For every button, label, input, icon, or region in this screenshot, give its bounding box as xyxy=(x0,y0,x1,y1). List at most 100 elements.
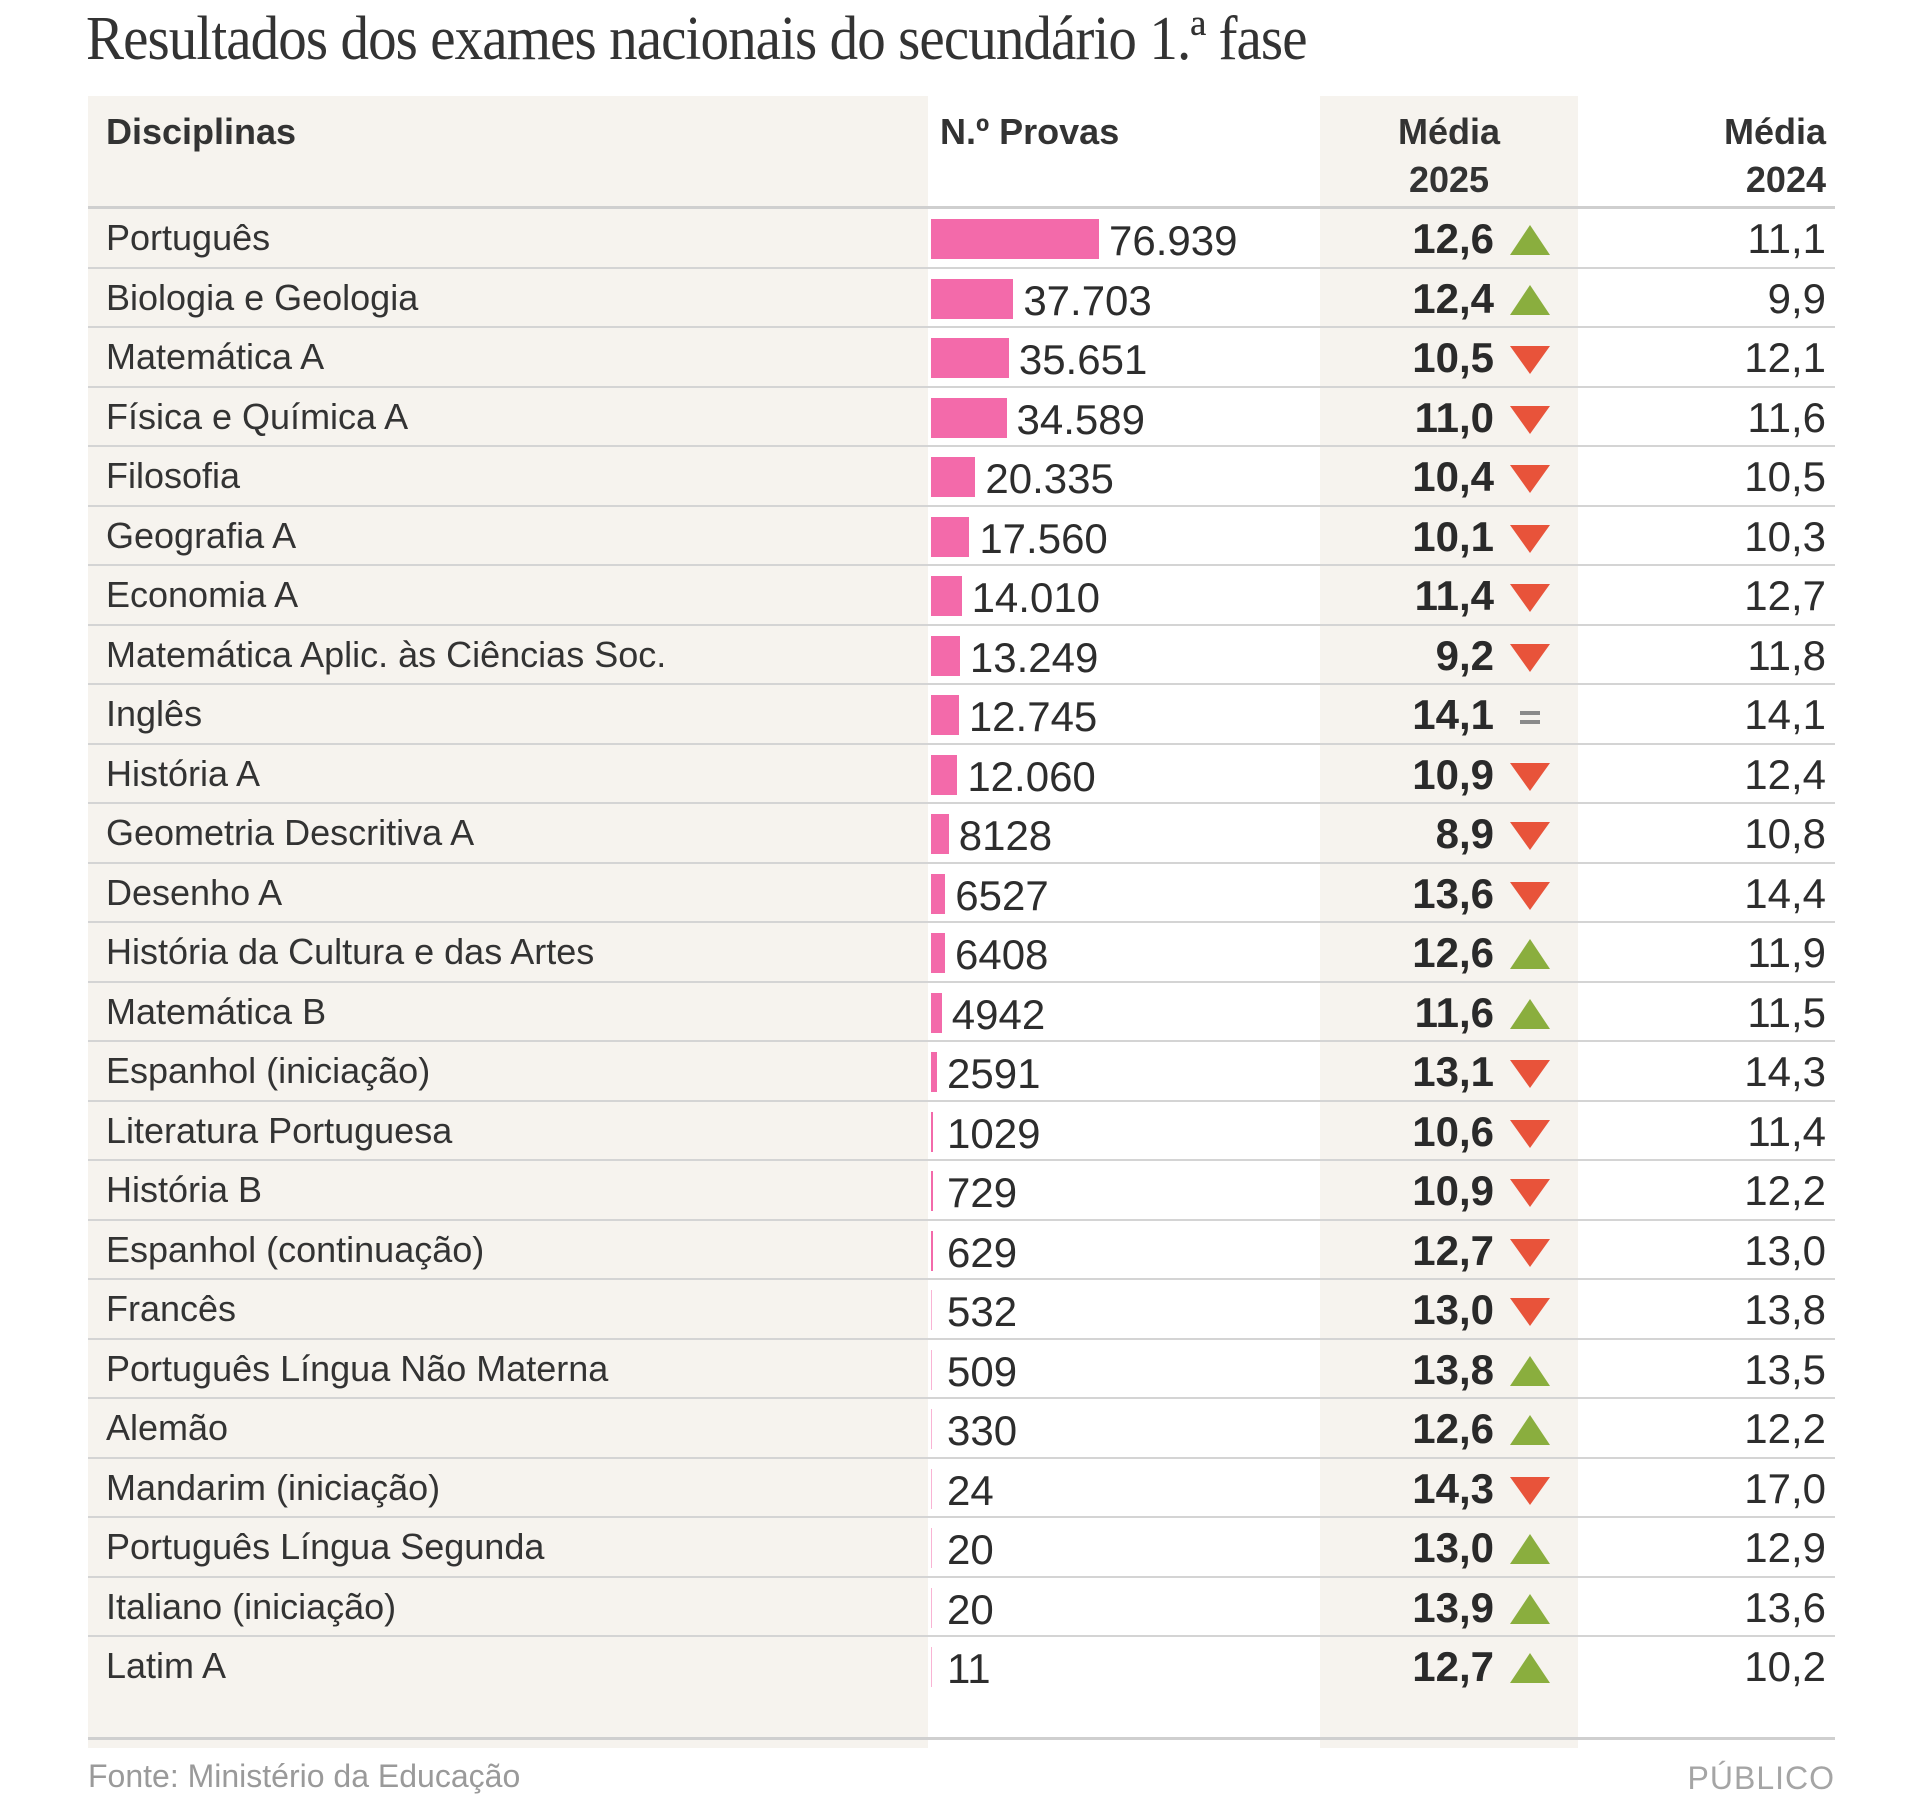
table-row: Filosofia 20.335 10,4 10,5 xyxy=(88,447,1835,507)
provas-bar xyxy=(931,1290,932,1330)
source-note: Fonte: Ministério da Educação xyxy=(88,1758,521,1794)
disciplina-name: Português xyxy=(106,217,271,258)
trend-up-icon xyxy=(1510,1534,1550,1564)
provas-bar xyxy=(931,219,1099,259)
disciplina-name: Português Língua Não Materna xyxy=(106,1347,609,1389)
media-2025-value: 10,9 xyxy=(1412,750,1494,798)
provas-bar xyxy=(931,1171,933,1211)
trend-down-icon xyxy=(1510,584,1550,612)
media-2024-value: 14,1 xyxy=(1744,691,1826,738)
trend-down-icon xyxy=(1510,1298,1550,1326)
table-row: Desenho A 6527 13,6 14,4 xyxy=(88,864,1835,923)
disciplina-name: Economia A xyxy=(106,574,299,615)
provas-count: 6408 xyxy=(954,931,1049,978)
provas-count: 34.589 xyxy=(1016,395,1145,443)
media-2024-value: 12,2 xyxy=(1744,1167,1826,1214)
disciplina-name: Mandarim (iniciação) xyxy=(106,1466,441,1508)
disciplina-name: Francês xyxy=(106,1288,237,1329)
disciplina-name: Latim A xyxy=(106,1645,227,1686)
table-row: Matemática A 35.651 10,5 12,1 xyxy=(88,328,1835,388)
provas-count: 629 xyxy=(947,1228,1018,1276)
media-2025-value: 11,4 xyxy=(1414,572,1494,619)
table-row: Português Língua Segunda 20 13,0 12,9 xyxy=(88,1518,1835,1578)
media-2024-value: 13,0 xyxy=(1744,1226,1826,1274)
provas-count: 509 xyxy=(947,1347,1018,1395)
provas-bar xyxy=(931,992,942,1033)
table-row: Economia A 14.010 11,4 12,7 xyxy=(88,566,1835,626)
table-row: Latim A 11 12,7 10,2 xyxy=(88,1637,1835,1740)
media-2024-value: 12,9 xyxy=(1744,1524,1826,1571)
trend-down-icon xyxy=(1510,465,1550,493)
provas-count: 729 xyxy=(947,1169,1018,1216)
disciplina-name: Matemática A xyxy=(106,336,325,377)
disciplina-name: Português Língua Segunda xyxy=(106,1526,545,1567)
media-2025-value: 10,5 xyxy=(1412,334,1494,381)
trend-up-icon xyxy=(1510,1415,1550,1445)
trend-down-icon xyxy=(1510,524,1550,553)
media-2025-value: 13,8 xyxy=(1412,1345,1494,1393)
media-2024-value: 11,4 xyxy=(1747,1107,1826,1155)
table-row: Matemática B 4942 11,6 11,5 xyxy=(88,983,1835,1042)
media-2025-value: 13,1 xyxy=(1412,1048,1494,1095)
provas-bar xyxy=(931,933,945,973)
media-2024-value: 10,8 xyxy=(1744,810,1826,857)
media-2025-value: 13,9 xyxy=(1412,1583,1494,1631)
provas-bar xyxy=(931,1528,932,1568)
provas-bar xyxy=(931,695,959,735)
media-2024-value: 11,9 xyxy=(1747,929,1826,976)
media-2024-value: 10,3 xyxy=(1744,512,1826,560)
provas-count: 532 xyxy=(947,1288,1018,1335)
provas-bar xyxy=(931,457,976,497)
provas-count: 1029 xyxy=(947,1109,1041,1157)
provas-count: 76.939 xyxy=(1109,217,1238,264)
provas-count: 17.560 xyxy=(979,514,1108,562)
media-2024-value: 13,6 xyxy=(1744,1583,1826,1631)
provas-count: 2591 xyxy=(947,1050,1041,1097)
provas-bar xyxy=(931,397,1007,438)
provas-bar xyxy=(931,1052,937,1092)
media-2025-value: 9,2 xyxy=(1435,631,1494,679)
provas-bar xyxy=(931,1647,932,1687)
table-row: Física e Química A 34.589 11,0 11,6 xyxy=(88,388,1835,447)
media-2025-value: 10,6 xyxy=(1412,1107,1494,1155)
disciplina-name: História da Cultura e das Artes xyxy=(106,931,595,972)
media-2024-value: 11,1 xyxy=(1747,215,1826,262)
trend-down-icon xyxy=(1510,1119,1550,1148)
media-2024-value: 13,8 xyxy=(1744,1286,1826,1333)
disciplina-name: Geometria Descritiva A xyxy=(106,812,475,853)
provas-bar xyxy=(931,814,949,854)
media-2025-value: 13,6 xyxy=(1412,869,1494,917)
trend-down-icon xyxy=(1510,1476,1550,1505)
media-2025-value: 12,7 xyxy=(1412,1226,1494,1274)
table-row: Geografia A 17.560 10,1 10,3 xyxy=(88,507,1835,566)
media-2024-value: 14,4 xyxy=(1744,869,1826,917)
provas-bar xyxy=(931,1587,932,1628)
provas-count: 20.335 xyxy=(985,455,1114,502)
trend-up-icon xyxy=(1510,998,1550,1029)
table-row: Francês 532 13,0 13,8 xyxy=(88,1280,1835,1340)
table-body: Português 76.939 12,6 11,1 Biologia e Geolog… xyxy=(88,209,1835,1740)
table-row: Geometria Descritiva A 8128 8,9 10,8 xyxy=(88,804,1835,864)
trend-down-icon xyxy=(1510,1060,1550,1088)
provas-count: 6527 xyxy=(955,871,1049,919)
header-media-2025: Média 2025 xyxy=(1320,108,1578,204)
trend-up-icon xyxy=(1510,1593,1550,1624)
disciplina-name: Desenho A xyxy=(106,871,283,913)
table-row: Espanhol (continuação) 629 12,7 13,0 xyxy=(88,1221,1835,1280)
table-row: História da Cultura e das Artes 6408 12,6 1… xyxy=(88,923,1835,983)
provas-count: 35.651 xyxy=(1018,336,1148,383)
table-row: Português 76.939 12,6 11,1 xyxy=(88,209,1835,269)
provas-count: 20 xyxy=(947,1526,994,1573)
disciplina-name: Inglês xyxy=(106,693,203,734)
media-2025-value: 12,7 xyxy=(1412,1643,1494,1690)
media-2024-value: 10,2 xyxy=(1744,1643,1826,1690)
trend-up-icon xyxy=(1510,939,1550,969)
media-2024-value: 14,3 xyxy=(1744,1048,1826,1095)
media-2024-value: 10,5 xyxy=(1744,453,1826,500)
media-2025-value: 8,9 xyxy=(1435,810,1494,857)
table-row: Português Língua Não Materna 509 13,8 13,5 xyxy=(88,1340,1835,1399)
provas-count: 37.703 xyxy=(1023,276,1152,324)
disciplina-name: Matemática Aplic. às Ciências Soc. xyxy=(106,633,667,675)
provas-count: 12.060 xyxy=(967,752,1096,800)
media-2025-value: 11,6 xyxy=(1414,988,1494,1036)
